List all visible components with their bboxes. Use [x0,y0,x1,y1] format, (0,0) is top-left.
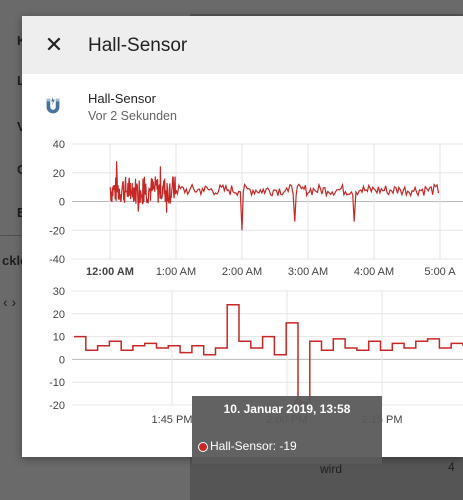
background-bottom-number: 4 [448,460,455,474]
tooltip-value: Hall-Sensor: -19 [210,439,297,453]
tooltip-title: 10. Januar 2019, 13:58 [223,402,351,416]
close-icon[interactable]: ✕ [44,32,64,57]
y-tick-label: 0 [59,354,65,366]
chart-tooltip: 10. Januar 2019, 13:58 Hall-Sensor: -19 [192,396,382,464]
x-tick-label: 1:00 AM [156,266,196,278]
y-tick-label: 40 [53,139,65,151]
background-arrows: ‹ › [3,294,17,310]
background-topbar [0,0,463,14]
y-tick-label: 20 [53,168,65,180]
background-sidebar-item: L [17,73,25,88]
x-tick-label: 4:00 AM [354,266,394,278]
background-bottom-text: wird [320,462,343,476]
entity-name: Hall-Sensor [88,91,156,106]
history-chart-overview: 40 20 0 -20 -40 12:00 AM 1:00 AM 2:00 AM 3:00 A… [49,139,463,278]
y-tick-label: -40 [49,254,65,266]
series-line-hall-sensor [109,161,440,231]
tooltip-series-swatch [198,442,208,452]
y-tick-label: -20 [49,225,65,237]
y-tick-label: 30 [53,286,65,298]
x-tick-label: 12:00 AM [86,266,134,278]
y-tick-label: 0 [59,197,65,209]
y-tick-label: 20 [53,309,65,321]
y-tick-label: -20 [49,400,65,412]
background-sidebar-item: K [17,33,26,48]
background-sidebar-item: E [17,205,26,220]
dialog-title: Hall-Sensor [88,35,188,56]
y-tick-label: 10 [53,332,65,344]
background-sidebar-item: V [17,119,26,134]
series-line-hall-sensor [74,303,463,404]
background-sidebar-item: C [17,162,26,177]
x-tick-label: 5:00 A [424,266,456,278]
y-tick-label: -10 [49,377,65,389]
x-tick-label: 3:00 AM [288,266,328,278]
magnet-icon [46,96,60,114]
entity-last-changed: Vor 2 Sekunden [88,109,177,123]
dialog-header: ✕ Hall-Sensor [22,16,463,74]
x-tick-label: 2:00 AM [222,266,262,278]
x-tick-label: 1:45 PM [152,414,193,426]
more-info-dialog: ✕ Hall-Sensor Hall-Sensor Vor 2 Sekunden… [22,16,463,457]
